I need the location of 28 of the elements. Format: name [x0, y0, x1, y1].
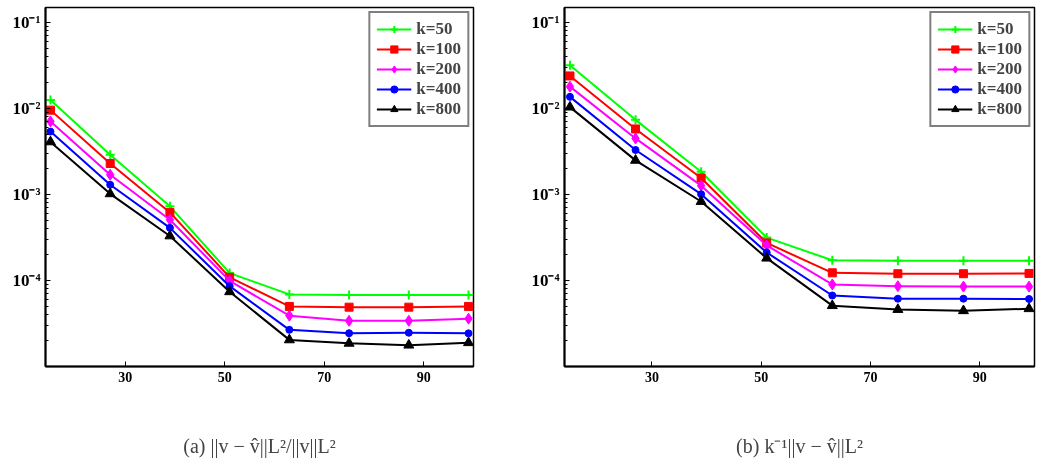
y-tick-label: 10⁻¹ — [531, 13, 560, 33]
x-axis-title: (b) k⁻¹||v − v̂||L² — [736, 434, 863, 458]
legend-label: k=200 — [977, 59, 1022, 79]
x-axis-title: (a) ||v − v̂||L²/||v||L² — [183, 434, 336, 458]
y-tick-label: 10⁻⁴ — [531, 271, 560, 291]
x-tick-label: 70 — [863, 369, 878, 385]
y-tick-label: 10⁻³ — [531, 185, 560, 205]
legend-label: k=50 — [416, 19, 453, 39]
x-tick-label: 50 — [754, 369, 769, 385]
y-tick-label: 10⁻³ — [12, 185, 41, 205]
legend-label: k=800 — [977, 99, 1022, 119]
legend-label: k=50 — [977, 19, 1014, 39]
y-tick-label: 10⁻⁴ — [12, 271, 41, 291]
x-tick-label: 30 — [644, 369, 659, 385]
legend-label: k=800 — [416, 99, 461, 119]
legend-label: k=400 — [977, 79, 1022, 99]
y-tick-label: 10⁻² — [531, 99, 560, 119]
x-tick-label: 90 — [416, 369, 431, 385]
legend-label: k=100 — [977, 39, 1022, 59]
legend-label: k=100 — [416, 39, 461, 59]
y-tick-label: 10⁻² — [12, 99, 41, 119]
legend-label: k=200 — [416, 59, 461, 79]
x-tick-label: 50 — [217, 369, 232, 385]
legend-label: k=400 — [416, 79, 461, 99]
x-tick-label: 70 — [317, 369, 332, 385]
x-tick-label: 90 — [972, 369, 987, 385]
x-tick-label: 30 — [118, 369, 133, 385]
y-tick-label: 10⁻¹ — [12, 13, 41, 33]
